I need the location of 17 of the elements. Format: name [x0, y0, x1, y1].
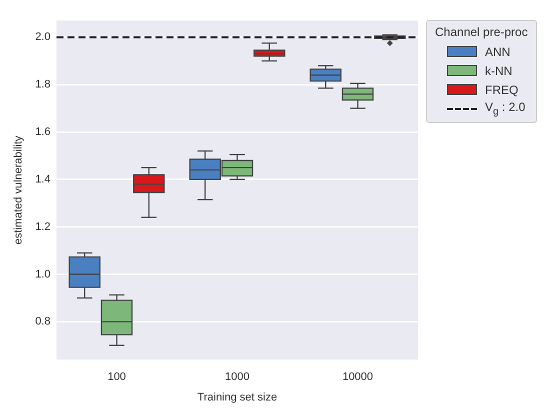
y-tick-label: 0.8: [35, 316, 50, 328]
x-axis-title: Training set size: [197, 391, 278, 404]
y-tick-label: 2.0: [35, 31, 50, 44]
legend-label: V$_{g}$ : 2.0: [485, 100, 526, 118]
y-tick-label: 1.8: [35, 78, 50, 91]
legend-label: k-NN: [485, 64, 512, 78]
y-tick-label: 1.0: [35, 268, 50, 280]
legend-label: ANN: [485, 44, 510, 58]
legend-title: Channel pre-proc: [435, 25, 528, 39]
x-tick-label: 100: [108, 371, 126, 384]
y-tick-label: 1.4: [35, 173, 50, 186]
x-tick-label: 10000: [342, 371, 374, 384]
y-tick-label: 1.6: [35, 126, 50, 138]
y-tick-label: 1.2: [35, 220, 50, 233]
y-axis-title: estimated vulnerability: [12, 135, 25, 245]
x-tick-label: 1000: [225, 371, 250, 384]
legend-label: FREQ: [485, 82, 518, 96]
